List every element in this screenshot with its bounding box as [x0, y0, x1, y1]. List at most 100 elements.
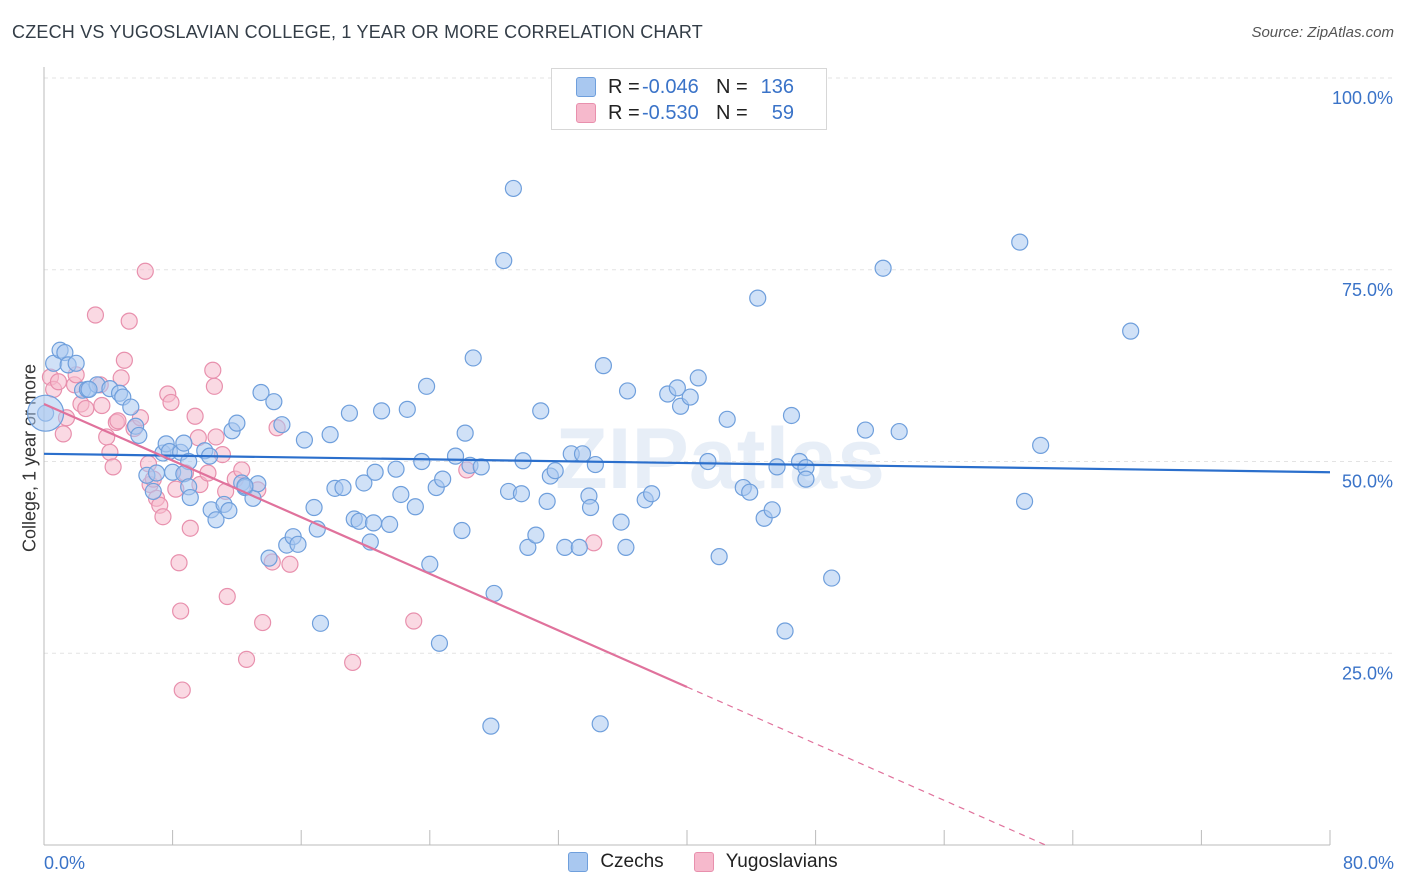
czech-point [573, 445, 592, 463]
czech-point [305, 498, 323, 517]
r-value: -0.046 [642, 75, 699, 98]
czech-point [350, 512, 368, 530]
yugoslavian-point [136, 262, 154, 280]
czech-point [228, 414, 246, 432]
czech-point [1015, 492, 1034, 510]
czechs-swatch [576, 77, 596, 97]
czech-point [67, 354, 85, 372]
yugoslavian-point [77, 399, 95, 418]
czech-point [321, 426, 339, 444]
czech-point [144, 482, 162, 501]
czech-point [581, 498, 600, 517]
yugoslavian-point [49, 373, 68, 391]
czech-point [763, 501, 781, 519]
czech-point [527, 526, 545, 544]
y-tick-label: 50.0% [1342, 472, 1393, 492]
y-tick-label: 100.0% [1332, 88, 1393, 108]
yugoslavian-point [281, 555, 299, 573]
czech-point [446, 447, 465, 465]
czech-point [776, 622, 794, 640]
czech-point [311, 614, 330, 632]
czech-point [782, 406, 801, 425]
yugoslavian-point [186, 407, 204, 425]
czech-point [434, 470, 452, 488]
czech-point [295, 431, 314, 449]
czech-point [252, 383, 270, 402]
czech-point [381, 515, 399, 533]
yugoslavian-point [585, 534, 603, 552]
czech-point [710, 548, 728, 566]
czech-point [181, 488, 199, 507]
yugoslavians-swatch [693, 852, 714, 872]
czech-point [366, 463, 384, 481]
czech-point [856, 421, 875, 439]
r-value: -0.530 [642, 101, 699, 124]
czech-point [570, 538, 588, 557]
czech-point [482, 717, 500, 735]
x-tick-min: 0.0% [44, 853, 86, 873]
legend-item-czechs[interactable]: Czechs [568, 851, 664, 873]
yugoslavian-point [237, 650, 256, 668]
czech-point [797, 470, 815, 488]
czech-point [699, 452, 717, 471]
czech-point [532, 402, 550, 420]
czech-point [519, 538, 537, 557]
yugoslavian-point [115, 351, 133, 369]
czech-point [147, 464, 166, 482]
czech-point [1011, 233, 1029, 251]
czech-point [80, 380, 98, 399]
czech-point [689, 369, 707, 387]
yugoslavian-point [172, 602, 190, 620]
czech-point [512, 485, 531, 503]
legend-label-czechs: Czechs [600, 851, 664, 872]
yugoslavian-point [162, 393, 180, 412]
czech-point [406, 498, 424, 516]
yugoslavian-point [181, 519, 199, 537]
yugoslavian-point [120, 312, 138, 330]
r-label: R = [608, 75, 640, 98]
czech-point [456, 424, 474, 442]
czech-point [334, 478, 352, 497]
czech-point [387, 460, 405, 478]
legend-item-yugoslavians[interactable]: Yugoslavians [693, 851, 838, 873]
czech-point [207, 511, 225, 529]
yugoslavian-point [204, 361, 222, 379]
yugoslavian-point [101, 443, 119, 461]
y-tick-label: 75.0% [1342, 280, 1393, 300]
czech-point [472, 458, 490, 476]
yugoslavian-point [344, 653, 362, 672]
czech-point [718, 410, 736, 428]
source-label: Source: ZipAtlas.com [1251, 24, 1394, 41]
czech-point [265, 393, 283, 411]
yugoslavian-point [93, 396, 111, 415]
czech-point [495, 251, 513, 270]
yugoslavian-point [154, 508, 172, 526]
czech-point [890, 422, 908, 441]
czech-point [556, 538, 574, 557]
czech-point [823, 569, 841, 587]
czech-point [260, 549, 278, 567]
yugoslavian-point [405, 612, 423, 630]
czech-point [372, 402, 391, 420]
yugoslavian-point [205, 377, 223, 395]
czech-point [538, 492, 556, 510]
czech-point [749, 289, 767, 307]
czech-point [398, 400, 416, 418]
czech-point [453, 521, 471, 540]
legend-row-yugoslavians: R = -0.530 N = 59 [576, 101, 794, 125]
yugoslavian-point [109, 412, 127, 430]
czech-point [273, 416, 291, 434]
czech-point [413, 452, 431, 471]
czech-point [1032, 436, 1050, 454]
czech-point [612, 513, 630, 531]
czech-large-point [27, 394, 65, 432]
yugoslavian-trend-extension [686, 686, 1046, 846]
watermark: ZIPatlas [555, 411, 885, 507]
y-tick-label: 25.0% [1342, 663, 1393, 683]
czech-point [175, 434, 193, 452]
czech-point [741, 483, 759, 501]
czech-point [464, 349, 482, 367]
czech-point [874, 259, 892, 277]
czech-point [617, 538, 635, 557]
